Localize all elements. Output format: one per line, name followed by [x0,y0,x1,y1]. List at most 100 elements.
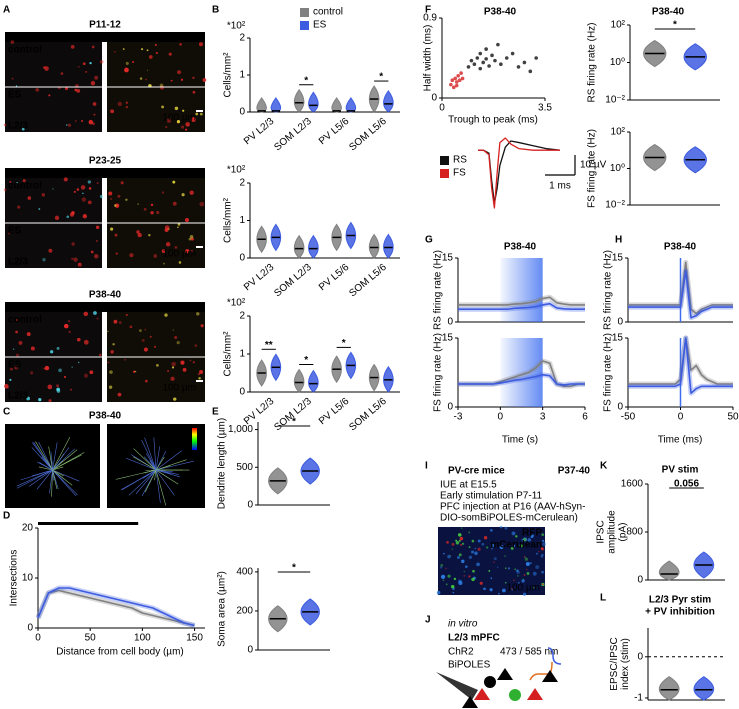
y-axis-label: Dendrite length (µm) [217,418,228,509]
cell [15,319,18,321]
cell [120,181,124,185]
cell [108,385,113,389]
cell [129,325,133,329]
cell [471,550,475,554]
violin [345,97,357,113]
cell [88,119,94,125]
cell [113,50,116,53]
y-tick-label: 0 [247,645,253,656]
scale-label: 100 µm [162,249,196,260]
cell [129,253,134,258]
dendrite [52,448,76,471]
y-tick-label: 10⁰ [610,163,625,174]
x-tick-label: 3 [540,412,546,423]
violin [368,233,380,259]
point [475,56,480,60]
cell [96,317,99,320]
cell [181,193,185,197]
neuron [497,668,513,680]
cell [110,350,114,354]
cell [118,321,122,324]
cell [80,185,86,190]
cell [167,227,170,231]
panel-letter: K [600,461,608,472]
cell [189,359,192,362]
y-tick-label: 1 [239,70,245,81]
cell [541,570,544,574]
cell [468,531,471,534]
dendrite [52,442,58,471]
x-tick-label: PV L5/6 [317,396,352,428]
cell [174,246,178,249]
cell [54,215,60,221]
cell [92,102,97,106]
cell [458,579,462,584]
cell [144,328,147,331]
dendrite [52,469,64,477]
cell [446,541,449,544]
stain-label: RFP [125,168,145,179]
cell [167,370,169,372]
violin [308,369,319,393]
point [484,47,488,51]
cell [199,369,204,374]
cell [173,397,177,401]
cell [171,366,175,369]
row-label: ES [8,90,22,101]
cell [511,587,514,590]
stain-label: RFP [22,32,42,43]
point [484,57,488,61]
x-tick-label: 0 [498,412,504,423]
cell [89,370,94,375]
cell [83,311,89,317]
cell [93,311,97,315]
x-tick-label: 0 [439,103,445,114]
cell [194,344,198,348]
cell [26,396,31,401]
sig-bar [38,522,139,525]
chart-title: P38-40 [484,7,517,18]
cell [165,242,171,247]
significance: * [304,75,308,86]
cell [517,575,519,577]
point [499,62,503,67]
cell [14,365,19,370]
dendrite [52,466,64,471]
dendrite [52,447,70,471]
legend-label: FS [453,168,466,179]
y-tick-label: 1 [239,349,245,360]
panel-letter: I [425,461,428,472]
y-axis-label: FS firing rate (Hz) [603,333,614,412]
violin [308,234,319,259]
cell [499,525,503,529]
x-tick-label: SOM L2/3 [272,116,314,154]
cell [458,539,461,542]
stimulus [500,338,543,407]
point [496,42,500,47]
wavelengths: 473 / 585 nm [500,647,558,658]
cell [144,379,148,383]
series-line [37,589,195,627]
cell [110,109,115,114]
cell [156,210,160,215]
light-trace [529,661,553,681]
y-tick-label: 10² [611,127,626,138]
y-tick-label: 0 [247,500,253,511]
cell [161,249,166,253]
cell [200,324,204,328]
dendrite [52,436,71,471]
cell [73,257,78,262]
stain-label: PV [48,302,62,313]
cell [88,187,92,190]
cell [491,547,493,550]
cell [196,312,200,316]
y-tick-label: 2 [239,33,245,44]
age-label: P38-40 [89,290,122,301]
scale-label: 100 µm [162,383,196,394]
cell [460,543,463,546]
cell [81,197,87,202]
cell [27,196,32,200]
cell [172,180,176,184]
significance: * [379,72,383,83]
row-label: control [8,181,42,192]
